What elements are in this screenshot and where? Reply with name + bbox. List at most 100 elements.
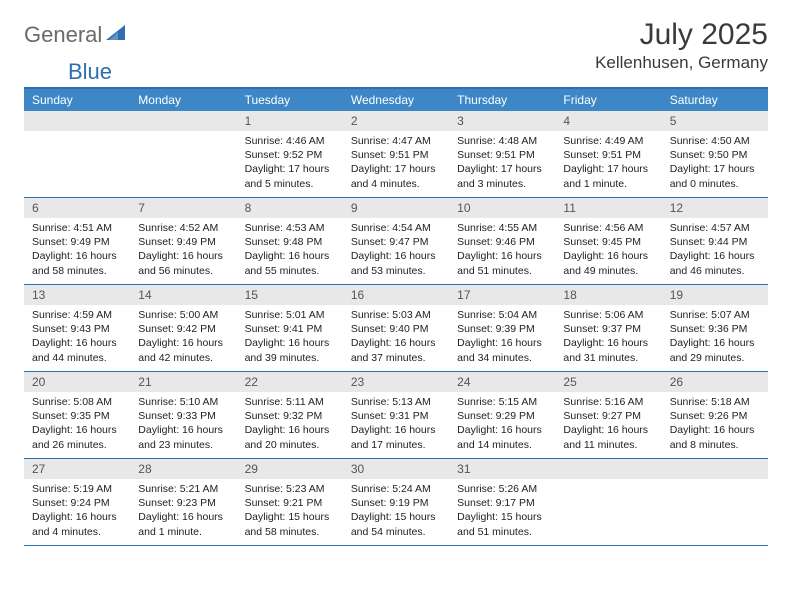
daylight-text: Daylight: 16 hours and 8 minutes. bbox=[670, 423, 760, 451]
daylight-text: Daylight: 17 hours and 3 minutes. bbox=[457, 162, 547, 190]
day-cell: 15Sunrise: 5:01 AMSunset: 9:41 PMDayligh… bbox=[237, 285, 343, 371]
week-row: 13Sunrise: 4:59 AMSunset: 9:43 PMDayligh… bbox=[24, 285, 768, 372]
day-content: Sunrise: 4:47 AMSunset: 9:51 PMDaylight:… bbox=[343, 131, 449, 197]
sunrise-text: Sunrise: 5:21 AM bbox=[138, 482, 228, 496]
day-header-fri: Friday bbox=[555, 89, 661, 111]
day-cell: 20Sunrise: 5:08 AMSunset: 9:35 PMDayligh… bbox=[24, 372, 130, 458]
daylight-text: Daylight: 16 hours and 46 minutes. bbox=[670, 249, 760, 277]
sunset-text: Sunset: 9:31 PM bbox=[351, 409, 441, 423]
daylight-text: Daylight: 16 hours and 26 minutes. bbox=[32, 423, 122, 451]
daylight-text: Daylight: 16 hours and 49 minutes. bbox=[563, 249, 653, 277]
sunrise-text: Sunrise: 5:18 AM bbox=[670, 395, 760, 409]
day-content: Sunrise: 5:15 AMSunset: 9:29 PMDaylight:… bbox=[449, 392, 555, 458]
daylight-text: Daylight: 16 hours and 58 minutes. bbox=[32, 249, 122, 277]
day-cell: 17 Sunrise: 5:04 AMSunset: 9:39 PMDayligh… bbox=[449, 285, 555, 371]
sunrise-text: Sunrise: 5:10 AM bbox=[138, 395, 228, 409]
sunrise-text: Sunrise: 5:26 AM bbox=[457, 482, 547, 496]
sunset-text: Sunset: 9:43 PM bbox=[32, 322, 122, 336]
day-cell: 12Sunrise: 4:57 AMSunset: 9:44 PMDayligh… bbox=[662, 198, 768, 284]
sunrise-text: Sunrise: 5:07 AM bbox=[670, 308, 760, 322]
logo-text-general: General bbox=[24, 22, 102, 48]
daylight-text: Daylight: 16 hours and 37 minutes. bbox=[351, 336, 441, 364]
day-content: Sunrise: 5:07 AMSunset: 9:36 PMDaylight:… bbox=[662, 305, 768, 371]
day-number: 11 bbox=[555, 198, 661, 218]
day-content: Sunrise: 5:26 AMSunset: 9:17 PMDaylight:… bbox=[449, 479, 555, 545]
day-cell: 26Sunrise: 5:18 AMSunset: 9:26 PMDayligh… bbox=[662, 372, 768, 458]
sunrise-text: Sunrise: 5:04 AM bbox=[457, 308, 547, 322]
sunrise-text: Sunrise: 4:48 AM bbox=[457, 134, 547, 148]
day-cell: 7Sunrise: 4:52 AMSunset: 9:49 PMDaylight… bbox=[130, 198, 236, 284]
day-number: 18 bbox=[555, 285, 661, 305]
day-content: Sunrise: 5:18 AMSunset: 9:26 PMDaylight:… bbox=[662, 392, 768, 458]
daylight-text: Daylight: 16 hours and 55 minutes. bbox=[245, 249, 335, 277]
sunset-text: Sunset: 9:52 PM bbox=[245, 148, 335, 162]
day-content: Sunrise: 5:03 AMSunset: 9:40 PMDaylight:… bbox=[343, 305, 449, 371]
daylight-text: Daylight: 16 hours and 23 minutes. bbox=[138, 423, 228, 451]
sunrise-text: Sunrise: 4:51 AM bbox=[32, 221, 122, 235]
day-number: 28 bbox=[130, 459, 236, 479]
day-content bbox=[24, 131, 130, 189]
day-cell: 25Sunrise: 5:16 AMSunset: 9:27 PMDayligh… bbox=[555, 372, 661, 458]
sunset-text: Sunset: 9:42 PM bbox=[138, 322, 228, 336]
week-row: 20Sunrise: 5:08 AMSunset: 9:35 PMDayligh… bbox=[24, 372, 768, 459]
sunrise-text: Sunrise: 4:47 AM bbox=[351, 134, 441, 148]
daylight-text: Daylight: 16 hours and 29 minutes. bbox=[670, 336, 760, 364]
day-number: 13 bbox=[24, 285, 130, 305]
sunset-text: Sunset: 9:49 PM bbox=[138, 235, 228, 249]
sunset-text: Sunset: 9:36 PM bbox=[670, 322, 760, 336]
day-number: 17 bbox=[449, 285, 555, 305]
sunset-text: Sunset: 9:29 PM bbox=[457, 409, 547, 423]
day-number: 14 bbox=[130, 285, 236, 305]
day-cell: 31Sunrise: 5:26 AMSunset: 9:17 PMDayligh… bbox=[449, 459, 555, 545]
day-cell: 24Sunrise: 5:15 AMSunset: 9:29 PMDayligh… bbox=[449, 372, 555, 458]
day-cell: 23Sunrise: 5:13 AMSunset: 9:31 PMDayligh… bbox=[343, 372, 449, 458]
day-number: 29 bbox=[237, 459, 343, 479]
sunset-text: Sunset: 9:19 PM bbox=[351, 496, 441, 510]
day-cell: 13Sunrise: 4:59 AMSunset: 9:43 PMDayligh… bbox=[24, 285, 130, 371]
day-cell: 29Sunrise: 5:23 AMSunset: 9:21 PMDayligh… bbox=[237, 459, 343, 545]
day-cell: 18Sunrise: 5:06 AMSunset: 9:37 PMDayligh… bbox=[555, 285, 661, 371]
daylight-text: Daylight: 15 hours and 54 minutes. bbox=[351, 510, 441, 538]
sunset-text: Sunset: 9:49 PM bbox=[32, 235, 122, 249]
sunrise-text: Sunrise: 5:13 AM bbox=[351, 395, 441, 409]
week-row: 27Sunrise: 5:19 AMSunset: 9:24 PMDayligh… bbox=[24, 459, 768, 546]
week-row: 1Sunrise: 4:46 AMSunset: 9:52 PMDaylight… bbox=[24, 111, 768, 198]
day-number bbox=[24, 111, 130, 131]
daylight-text: Daylight: 16 hours and 34 minutes. bbox=[457, 336, 547, 364]
day-number: 21 bbox=[130, 372, 236, 392]
day-number: 26 bbox=[662, 372, 768, 392]
sunset-text: Sunset: 9:33 PM bbox=[138, 409, 228, 423]
sunrise-text: Sunrise: 4:55 AM bbox=[457, 221, 547, 235]
day-number: 3 bbox=[449, 111, 555, 131]
day-header-sun: Sunday bbox=[24, 89, 130, 111]
sunset-text: Sunset: 9:50 PM bbox=[670, 148, 760, 162]
daylight-text: Daylight: 16 hours and 11 minutes. bbox=[563, 423, 653, 451]
daylight-text: Daylight: 17 hours and 4 minutes. bbox=[351, 162, 441, 190]
day-header-sat: Saturday bbox=[662, 89, 768, 111]
sunset-text: Sunset: 9:23 PM bbox=[138, 496, 228, 510]
calendar-page: General July 2025 Kellenhusen, Germany B… bbox=[0, 0, 792, 564]
daylight-text: Daylight: 15 hours and 51 minutes. bbox=[457, 510, 547, 538]
sunrise-text: Sunrise: 4:46 AM bbox=[245, 134, 335, 148]
daylight-text: Daylight: 16 hours and 44 minutes. bbox=[32, 336, 122, 364]
sunrise-text: Sunrise: 5:01 AM bbox=[245, 308, 335, 322]
sunset-text: Sunset: 9:17 PM bbox=[457, 496, 547, 510]
day-cell: 16Sunrise: 5:03 AMSunset: 9:40 PMDayligh… bbox=[343, 285, 449, 371]
sunset-text: Sunset: 9:44 PM bbox=[670, 235, 760, 249]
sunset-text: Sunset: 9:51 PM bbox=[563, 148, 653, 162]
sunrise-text: Sunrise: 5:24 AM bbox=[351, 482, 441, 496]
day-content: Sunrise: 4:55 AMSunset: 9:46 PMDaylight:… bbox=[449, 218, 555, 284]
day-content: Sunrise: 4:51 AMSunset: 9:49 PMDaylight:… bbox=[24, 218, 130, 284]
sunset-text: Sunset: 9:51 PM bbox=[351, 148, 441, 162]
logo-text-blue: Blue bbox=[68, 59, 112, 85]
day-content: Sunrise: 4:53 AMSunset: 9:48 PMDaylight:… bbox=[237, 218, 343, 284]
sunset-text: Sunset: 9:39 PM bbox=[457, 322, 547, 336]
day-content: Sunrise: 5:13 AMSunset: 9:31 PMDaylight:… bbox=[343, 392, 449, 458]
day-content: Sunrise: 4:50 AMSunset: 9:50 PMDaylight:… bbox=[662, 131, 768, 197]
day-content bbox=[555, 479, 661, 537]
day-content: Sunrise: 4:48 AMSunset: 9:51 PMDaylight:… bbox=[449, 131, 555, 197]
day-number: 30 bbox=[343, 459, 449, 479]
daylight-text: Daylight: 16 hours and 17 minutes. bbox=[351, 423, 441, 451]
day-content: Sunrise: 5:21 AMSunset: 9:23 PMDaylight:… bbox=[130, 479, 236, 545]
day-number bbox=[130, 111, 236, 131]
